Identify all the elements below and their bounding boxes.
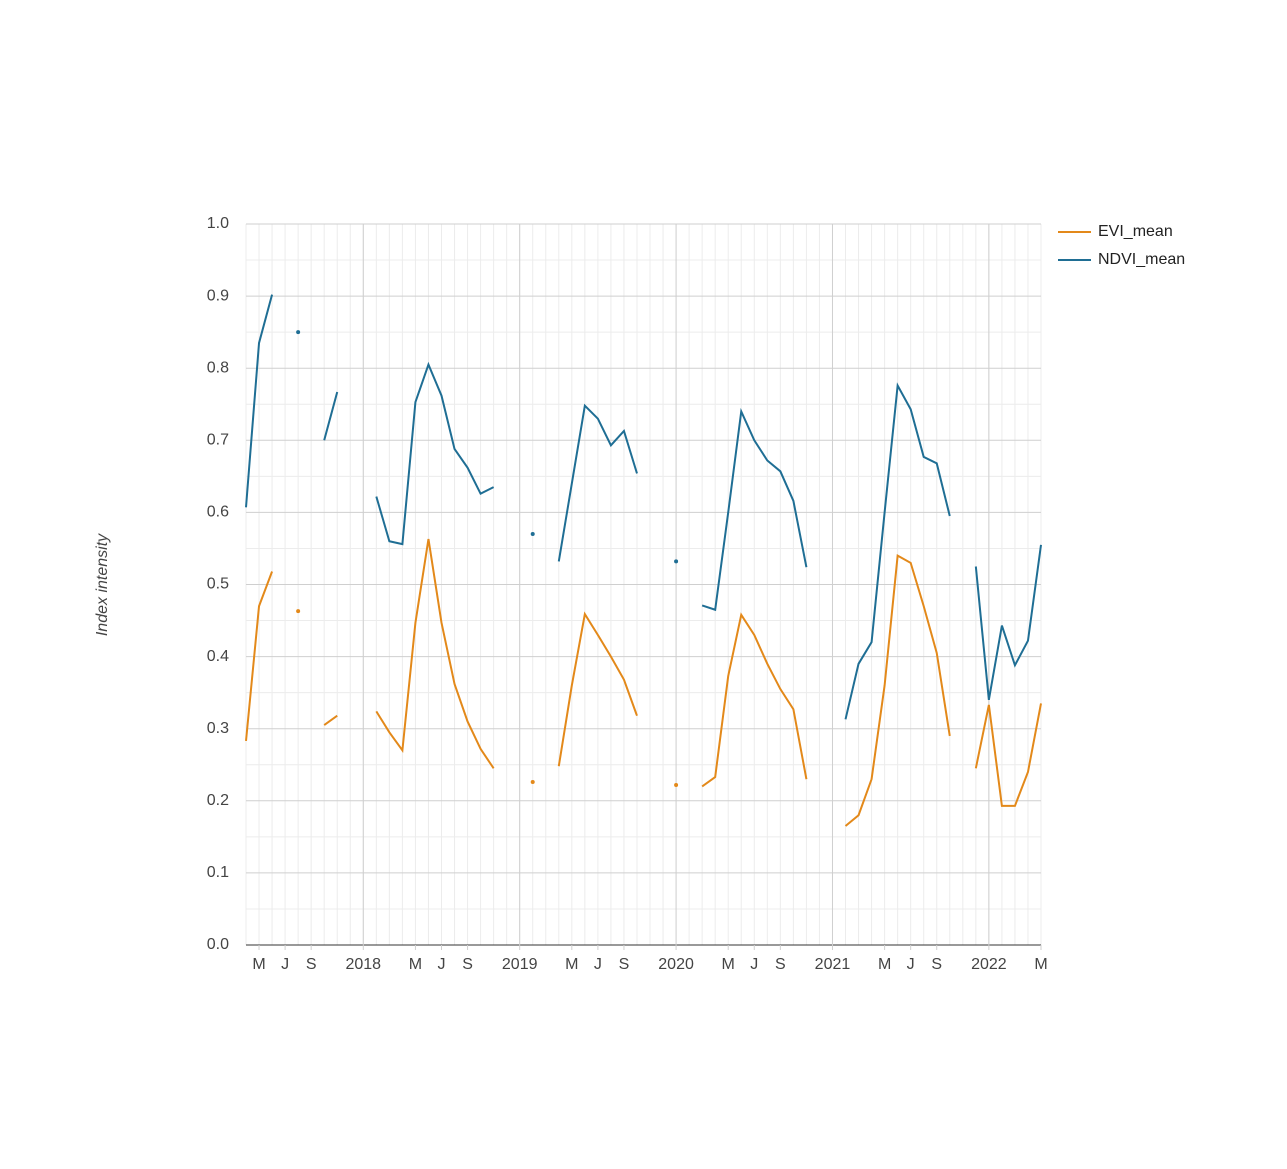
point	[530, 532, 535, 537]
x-tick-label: M	[565, 956, 578, 973]
line	[844, 382, 951, 720]
x-tick-label: S	[619, 956, 630, 973]
x-tick-label: M	[1034, 956, 1047, 973]
line	[557, 611, 638, 767]
y-tick-label: 0.4	[207, 648, 229, 665]
y-tick-label: 0.8	[207, 359, 229, 376]
point	[674, 782, 679, 787]
line	[323, 391, 339, 441]
x-tick-label: S	[775, 956, 786, 973]
x-tick-label: 2019	[502, 956, 538, 973]
y-tick-label: 0.2	[207, 792, 229, 809]
point	[674, 559, 679, 564]
x-tick-label: M	[409, 956, 422, 973]
x-tick-label: J	[750, 956, 758, 973]
line	[974, 544, 1042, 701]
line	[701, 407, 808, 612]
x-tick-label: J	[594, 956, 602, 973]
x-tick-label: J	[437, 956, 445, 973]
point	[296, 330, 301, 335]
y-tick-label: 0.7	[207, 432, 229, 449]
y-tick-label: 0.0	[207, 936, 229, 953]
x-tick-label: S	[462, 956, 473, 973]
y-tick-label: 0.9	[207, 287, 229, 304]
line	[245, 294, 274, 508]
legend-label: NDVI_mean	[1098, 251, 1185, 268]
y-tick-label: 0.1	[207, 864, 229, 881]
x-tick-label: 2021	[815, 956, 851, 973]
x-tick-label: S	[931, 956, 942, 973]
x-tick-label: M	[252, 956, 265, 973]
x-tick-label: M	[722, 956, 735, 973]
y-tick-label: 0.3	[207, 720, 229, 737]
line	[245, 571, 274, 742]
y-tick-label: 0.5	[207, 576, 229, 593]
point	[296, 609, 301, 614]
line	[701, 612, 808, 788]
x-tick-label: 2020	[658, 956, 694, 973]
line	[974, 703, 1042, 807]
x-tick-label: 2022	[971, 956, 1007, 973]
y-tick-label: 0.6	[207, 504, 229, 521]
y-tick-label: 1.0	[207, 215, 229, 232]
x-tick-label: M	[878, 956, 891, 973]
line	[323, 714, 338, 726]
legend-label: EVI_mean	[1098, 223, 1173, 240]
line	[375, 538, 495, 769]
point	[530, 780, 535, 785]
line	[557, 403, 638, 562]
x-tick-label: J	[281, 956, 289, 973]
x-tick-label: 2018	[345, 956, 381, 973]
y-axis-label: Index intensity	[94, 533, 111, 636]
x-tick-label: S	[306, 956, 317, 973]
line	[375, 361, 495, 546]
x-tick-label: J	[907, 956, 915, 973]
line	[844, 554, 951, 827]
